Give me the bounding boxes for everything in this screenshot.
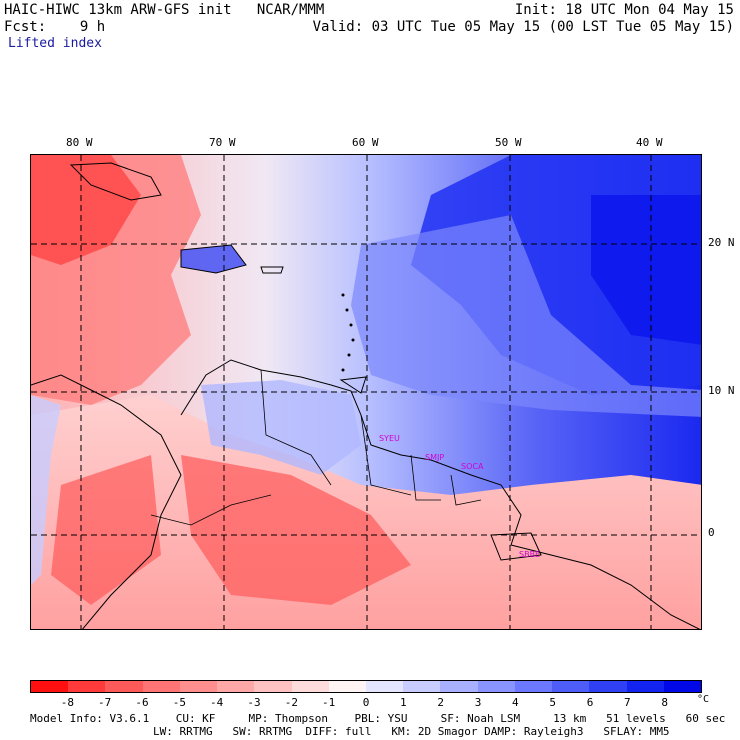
colorbar-swatch: [31, 681, 69, 692]
lon-label-50w: 50 W: [495, 136, 522, 149]
lon-label-40w: 40 W: [636, 136, 663, 149]
colorbar-tick-label: 0: [362, 696, 370, 709]
forecast-hour: Fcst: 9 h: [4, 19, 106, 35]
hispaniola-coastline: [180, 244, 247, 274]
lon-label-80w: 80 W: [66, 136, 93, 149]
colorbar-swatch: [254, 681, 292, 692]
trinidad-coastline: [339, 376, 367, 394]
colorbar-tick-label: -8: [60, 696, 74, 709]
marajo-coastline: [490, 532, 542, 561]
colorbar-tick-label: 1: [400, 696, 407, 709]
model-title: HAIC-HIWC 13km ARW-GFS init NCAR/MMM: [4, 2, 325, 18]
colorbar-swatch: [179, 681, 218, 692]
border-colombia: [150, 494, 272, 526]
moderately-stable-band: [351, 215, 701, 417]
lat-label-0: 0: [708, 526, 715, 539]
init-time: Init: 18 UTC Mon 04 May 15: [514, 2, 734, 18]
colorbar-swatch: [291, 681, 329, 692]
colorbar-swatch: [217, 681, 255, 692]
most-stable-region: [591, 195, 701, 345]
colorbar-swatch: [365, 681, 404, 692]
lon-label-60w: 60 W: [352, 136, 379, 149]
hispaniola-stable-patch: [181, 245, 246, 273]
colorbar: [30, 680, 702, 693]
colorbar-tick-label: 4: [512, 696, 519, 709]
pacific-stable-strip: [31, 395, 61, 585]
model-info-line1: Model Info: V3.6.1 CU: KF MP: Thompson P…: [30, 712, 726, 725]
colorbar-swatch: [105, 681, 143, 692]
colorbar-tick-label: 8: [661, 696, 668, 709]
lat-label-20n: 20 N: [708, 236, 735, 249]
very-unstable-northwest: [31, 155, 141, 265]
colorbar-swatch: [552, 681, 590, 692]
colorbar-tick-label: -5: [172, 696, 186, 709]
station-labels: SYEU SMJP SOCA SBBE: [379, 434, 540, 559]
colorbar-tick-label: 7: [624, 696, 631, 709]
colorbar-tick-label: 5: [549, 696, 556, 709]
colorbar-swatch: [142, 681, 180, 692]
border-venezuela: [260, 369, 332, 486]
station-smjp: SMJP: [425, 453, 444, 462]
colorbar-swatch: [403, 681, 441, 692]
lesser-antilles: [341, 293, 355, 372]
field-name: Lifted index: [8, 36, 102, 51]
lat-lon-grid: [31, 155, 701, 629]
colorbar-tick-label: -3: [247, 696, 261, 709]
colorbar-tick-label: -1: [322, 696, 336, 709]
station-soca: SOCA: [461, 462, 484, 471]
lon-label-70w: 70 W: [209, 136, 236, 149]
coastlines: [31, 162, 701, 629]
colorbar-tick-label: -6: [135, 696, 149, 709]
unstable-south-region: [31, 395, 701, 629]
very-unstable-amazon: [181, 455, 411, 605]
colorbar-swatch: [68, 681, 106, 692]
colorbar-swatch: [328, 681, 366, 692]
station-sbbe: SBBE: [519, 550, 540, 559]
country-borders: [150, 369, 482, 526]
colorbar-swatch: [663, 681, 701, 692]
colorbar-tick-label: -7: [98, 696, 112, 709]
border-guyana: [360, 414, 412, 496]
colorbar-swatch: [440, 681, 478, 692]
colorbar-swatch: [477, 681, 515, 692]
stable-venezuela-region: [201, 380, 361, 475]
colorbar-swatch: [626, 681, 664, 692]
colorbar-tick-label: -4: [210, 696, 224, 709]
station-syeu: SYEU: [379, 434, 400, 443]
valid-time: Valid: 03 UTC Tue 05 May 15 (00 LST Tue …: [312, 19, 734, 35]
lifted-index-map: SYEU SMJP SOCA SBBE: [30, 154, 702, 630]
colorbar-tick-label: 6: [586, 696, 594, 709]
pacific-coastline: [31, 374, 182, 629]
cuba-coastline: [69, 162, 162, 201]
colorbar-tick-label: 2: [437, 696, 444, 709]
very-unstable-colombia: [51, 455, 161, 605]
lat-label-10n: 10 N: [708, 384, 735, 397]
colorbar-swatch: [589, 681, 627, 692]
model-info-line2: LW: RRTMG SW: RRTMG DIFF: full KM: 2D Sm…: [153, 725, 670, 738]
colorbar-swatch: [514, 681, 553, 692]
map-canvas: SYEU SMJP SOCA SBBE: [31, 155, 701, 629]
border-french-guiana: [450, 474, 482, 506]
northern-south-america-coastline: [180, 359, 701, 629]
colorbar-tick-label: 3: [474, 696, 482, 709]
colorbar-tick-label: -2: [284, 696, 298, 709]
puerto-rico-coastline: [260, 266, 284, 274]
colorbar-unit: °C: [697, 694, 710, 705]
border-suriname: [410, 454, 441, 501]
